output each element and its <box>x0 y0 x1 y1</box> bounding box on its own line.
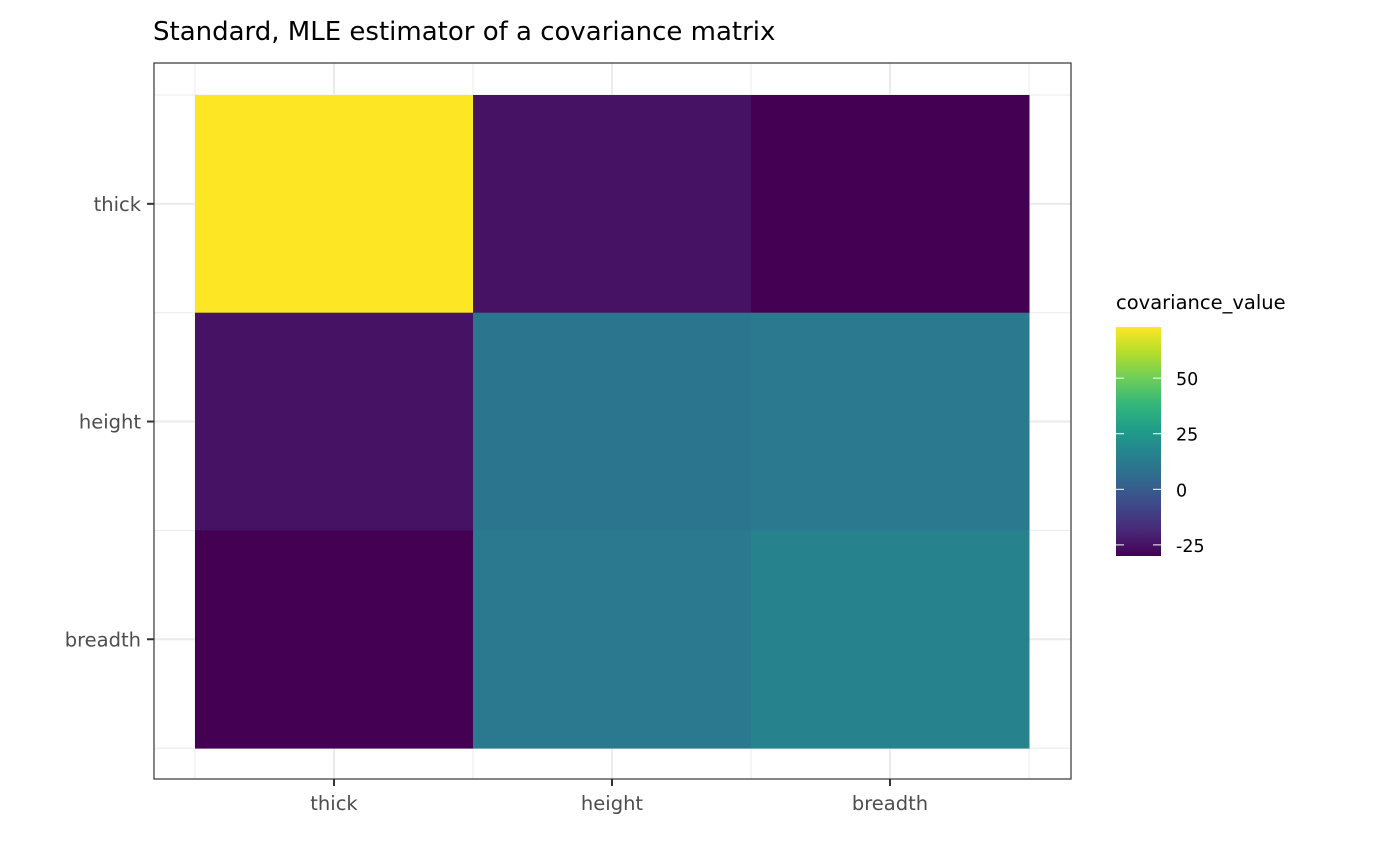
legend-tick-label: 50 <box>1176 370 1198 390</box>
x-tick-label: breadth <box>852 792 928 815</box>
legend-colorbar <box>1116 327 1161 556</box>
x-tick-label: height <box>581 792 644 815</box>
heatmap-cell-height-thick <box>195 312 474 531</box>
heatmap-cells <box>195 95 1030 749</box>
x-tick-label: thick <box>310 792 358 815</box>
legend-tick-label: 0 <box>1176 481 1187 501</box>
heatmap-cell-thick-height <box>473 95 752 314</box>
heatmap-cell-height-breadth <box>751 312 1030 531</box>
legend-tick-label: -25 <box>1176 537 1205 557</box>
heatmap-cell-breadth-height <box>473 530 752 749</box>
y-tick-label: height <box>79 411 142 434</box>
heatmap-cell-breadth-thick <box>195 530 474 749</box>
heatmap-cell-thick-thick <box>195 95 474 314</box>
x-axis: thick height breadth <box>310 779 928 815</box>
heatmap-cell-height-height <box>473 312 752 531</box>
heatmap-cell-thick-breadth <box>751 95 1030 314</box>
y-tick-label: breadth <box>65 628 141 651</box>
heatmap-cell-breadth-breadth <box>751 530 1030 749</box>
chart-title: Standard, MLE estimator of a covariance … <box>153 17 775 47</box>
legend-title: covariance_value <box>1116 291 1286 314</box>
legend-tick-label: 25 <box>1176 426 1198 446</box>
legend-ticks: 50 25 0 -25 <box>1116 370 1205 557</box>
y-axis: thick height breadth <box>65 193 154 651</box>
legend: covariance_value 50 25 0 -25 <box>1116 291 1286 557</box>
y-tick-label: thick <box>94 193 142 216</box>
